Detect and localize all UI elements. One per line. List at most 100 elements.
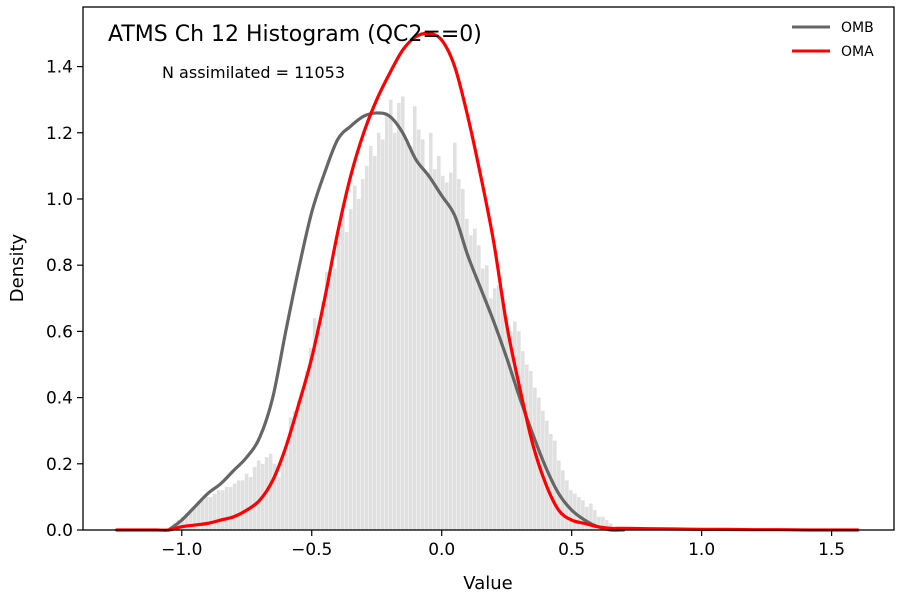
y-axis-ticks: 0.0 0.2 0.4 0.6 0.8 1.0 1.2 1.4 [46, 58, 83, 541]
histogram-bar [364, 165, 369, 530]
histogram-bar [204, 496, 209, 530]
histogram-bar [497, 285, 501, 530]
histogram-bar [444, 182, 449, 530]
histogram-bar [196, 503, 201, 530]
histogram-bar [372, 155, 377, 530]
histogram-bar [316, 331, 321, 530]
histogram-bar [485, 265, 489, 530]
histogram-bar [344, 232, 349, 530]
chart-title: ATMS Ch 12 Histogram (QC2==0) [108, 22, 482, 47]
histogram-bar [461, 189, 465, 530]
histogram-bar [312, 318, 317, 530]
histogram-bar [380, 139, 385, 530]
histogram-bar [452, 142, 457, 530]
y-tick-label: 0.6 [46, 322, 73, 342]
histogram-bar [348, 208, 353, 531]
series-line-omb [167, 111, 626, 532]
histogram-bar [320, 301, 325, 530]
histogram-bar [388, 99, 393, 531]
histogram-bar [208, 496, 213, 530]
histogram-bar [176, 520, 181, 530]
histogram-bar [440, 175, 445, 530]
y-tick-label: 0.4 [46, 389, 73, 409]
histogram-bar [509, 331, 513, 530]
histogram-bar [481, 268, 485, 530]
histogram-bar [577, 496, 581, 530]
histogram-bar [581, 500, 585, 530]
histogram-bar [448, 172, 453, 530]
histogram-bar [605, 520, 609, 530]
histogram-bar [404, 142, 409, 530]
histogram-bar [368, 146, 373, 530]
histogram-bar [300, 390, 305, 530]
histogram-bar [192, 506, 197, 530]
x-tick-label: 0.5 [558, 540, 585, 560]
histogram-bar [188, 510, 193, 530]
histogram-bar [420, 139, 425, 530]
histogram-bar [280, 457, 285, 530]
histogram-bar [360, 179, 365, 530]
histogram-bar [408, 146, 413, 530]
histogram-bar [328, 278, 333, 530]
histogram-bar [601, 516, 605, 530]
histogram-bar [244, 473, 249, 530]
histogram-bar [589, 503, 593, 530]
y-tick-label: 0.0 [46, 521, 73, 541]
histogram-bar [184, 513, 189, 530]
histogram-bar [352, 185, 357, 530]
histogram-bar [517, 331, 521, 530]
histogram-bar [248, 477, 253, 530]
histogram-bar [457, 179, 461, 530]
histogram-bar [268, 453, 273, 530]
histogram-bar [200, 500, 205, 530]
histogram-bar [304, 371, 309, 530]
histogram-bar [296, 400, 301, 530]
x-tick-label: 0.0 [428, 540, 455, 560]
density-lines [115, 31, 860, 532]
histogram-bar [180, 516, 185, 530]
histogram-bar [232, 483, 237, 530]
histogram-bar [288, 417, 293, 530]
histogram-bar [469, 235, 473, 530]
histogram-bar [400, 96, 405, 531]
histogram-bar [292, 410, 297, 530]
x-tick-label: −1.0 [161, 540, 202, 560]
histogram-bar [276, 477, 281, 530]
histogram-bar [477, 245, 481, 530]
series-line-oma [115, 31, 860, 532]
histogram-bar [541, 410, 545, 530]
histogram-bar [256, 460, 261, 530]
x-tick-label: −0.5 [291, 540, 332, 560]
histogram-bar [216, 490, 221, 530]
y-tick-label: 0.8 [46, 256, 73, 276]
histogram-bar [533, 387, 537, 530]
histogram-bars [168, 96, 613, 531]
histogram-bar [324, 271, 329, 530]
histogram-bar [212, 493, 217, 530]
y-tick-label: 1.0 [46, 190, 73, 210]
count-annotation: N assimilated = 11053 [162, 63, 345, 82]
histogram-bar [392, 132, 397, 530]
histogram-bar [224, 486, 229, 530]
x-axis-ticks: −1.0 −0.5 0.0 0.5 1.0 1.5 [161, 530, 845, 560]
x-axis-label: Value [463, 573, 512, 594]
histogram-bar [376, 132, 381, 530]
x-tick-label: 1.0 [688, 540, 715, 560]
plot-frame [82, 6, 895, 531]
histogram-bar [473, 228, 477, 530]
histogram-bar [428, 132, 433, 530]
y-tick-label: 1.2 [46, 124, 73, 144]
histogram-bar [336, 235, 341, 530]
histogram-bar [493, 288, 497, 530]
histogram-bar [356, 198, 361, 531]
histogram-bar [308, 347, 313, 530]
histogram-bar [236, 480, 241, 530]
histogram-bar [597, 516, 601, 530]
histogram-bar [521, 351, 525, 530]
histogram-bar [436, 155, 441, 530]
histogram-bar [529, 371, 533, 530]
histogram-bar [412, 106, 417, 531]
histogram-bar [513, 321, 517, 530]
histogram-bar [489, 298, 493, 530]
